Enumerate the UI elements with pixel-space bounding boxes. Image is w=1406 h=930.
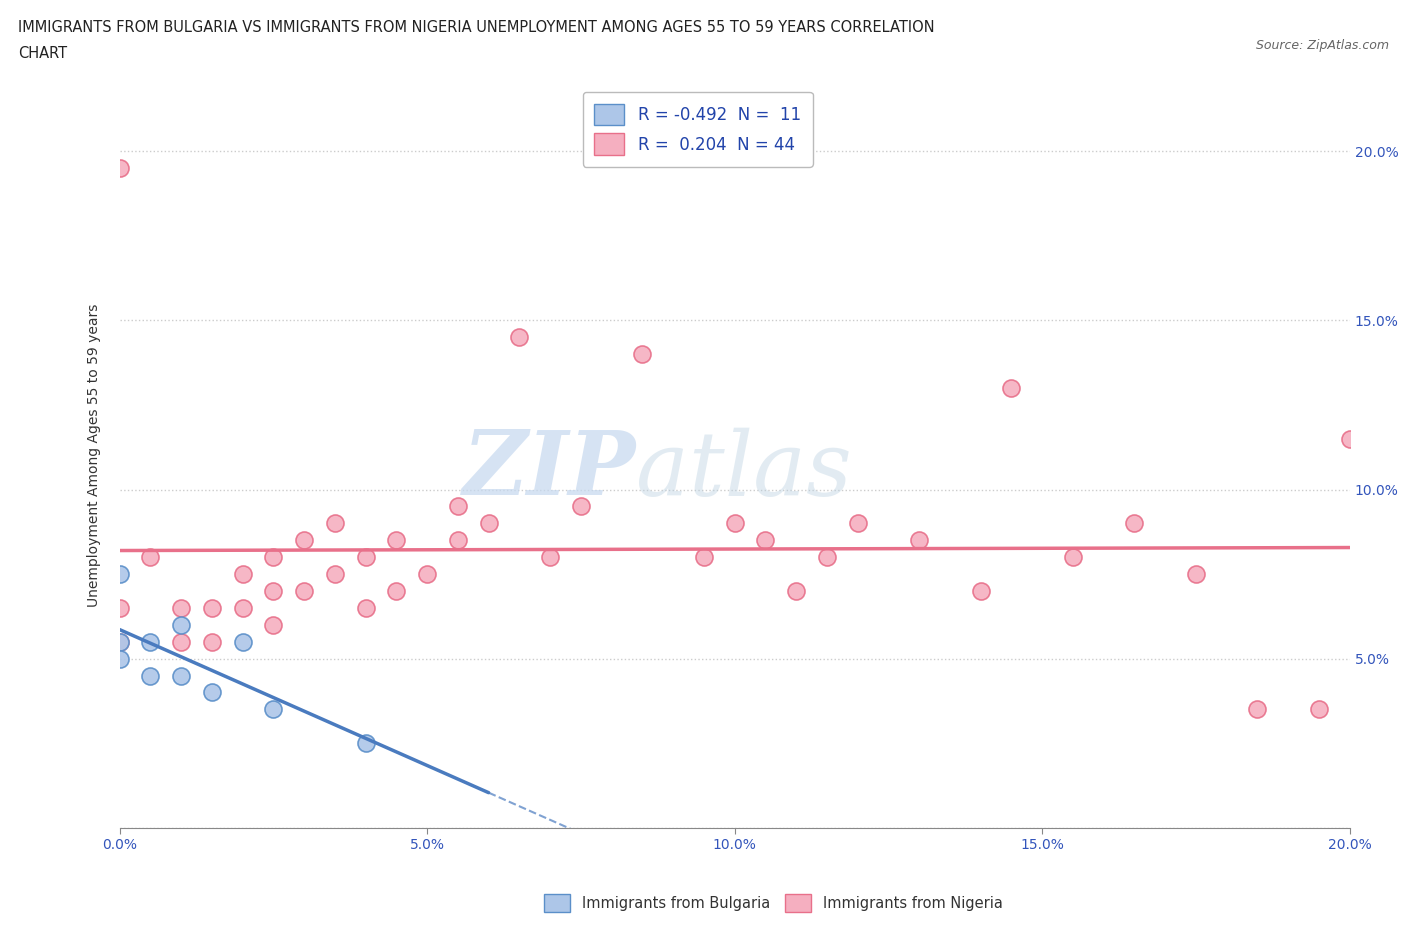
Point — [108, 601, 131, 616]
Point — [815, 550, 838, 565]
Text: Source: ZipAtlas.com: Source: ZipAtlas.com — [1256, 39, 1389, 52]
Point — [508, 330, 530, 345]
Point — [231, 566, 254, 581]
Point — [201, 685, 224, 700]
Point — [1339, 432, 1361, 446]
Text: atlas: atlas — [636, 427, 852, 514]
Point — [846, 516, 869, 531]
Point — [108, 634, 131, 649]
Point — [1000, 380, 1022, 395]
Point — [262, 618, 284, 632]
Point — [108, 634, 131, 649]
Point — [1246, 702, 1268, 717]
Point — [201, 601, 224, 616]
Point — [723, 516, 745, 531]
Point — [354, 736, 377, 751]
Point — [416, 566, 439, 581]
Point — [292, 583, 315, 598]
Point — [354, 601, 377, 616]
Point — [170, 668, 193, 683]
Point — [1185, 566, 1208, 581]
Point — [170, 601, 193, 616]
Point — [354, 550, 377, 565]
Point — [385, 583, 408, 598]
Legend: R = -0.492  N =  11, R =  0.204  N = 44: R = -0.492 N = 11, R = 0.204 N = 44 — [583, 92, 813, 166]
Point — [139, 668, 162, 683]
Point — [323, 516, 346, 531]
Point — [693, 550, 716, 565]
Point — [262, 550, 284, 565]
Point — [139, 550, 162, 565]
Point — [385, 533, 408, 548]
Point — [108, 566, 131, 581]
Point — [108, 161, 131, 176]
Point — [631, 347, 654, 362]
Point — [908, 533, 931, 548]
Legend: Immigrants from Bulgaria, Immigrants from Nigeria: Immigrants from Bulgaria, Immigrants fro… — [538, 888, 1008, 918]
Point — [970, 583, 993, 598]
Point — [292, 533, 315, 548]
Point — [538, 550, 561, 565]
Point — [569, 499, 592, 514]
Text: CHART: CHART — [18, 46, 67, 61]
Point — [447, 499, 470, 514]
Point — [754, 533, 776, 548]
Point — [262, 702, 284, 717]
Point — [785, 583, 807, 598]
Text: ZIP: ZIP — [463, 427, 636, 514]
Point — [1062, 550, 1084, 565]
Y-axis label: Unemployment Among Ages 55 to 59 years: Unemployment Among Ages 55 to 59 years — [87, 304, 101, 607]
Point — [170, 634, 193, 649]
Point — [1123, 516, 1146, 531]
Point — [323, 566, 346, 581]
Point — [231, 601, 254, 616]
Point — [1308, 702, 1330, 717]
Point — [201, 634, 224, 649]
Point — [262, 583, 284, 598]
Point — [477, 516, 501, 531]
Point — [231, 634, 254, 649]
Point — [139, 634, 162, 649]
Point — [170, 618, 193, 632]
Point — [108, 651, 131, 666]
Point — [447, 533, 470, 548]
Text: IMMIGRANTS FROM BULGARIA VS IMMIGRANTS FROM NIGERIA UNEMPLOYMENT AMONG AGES 55 T: IMMIGRANTS FROM BULGARIA VS IMMIGRANTS F… — [18, 20, 935, 35]
